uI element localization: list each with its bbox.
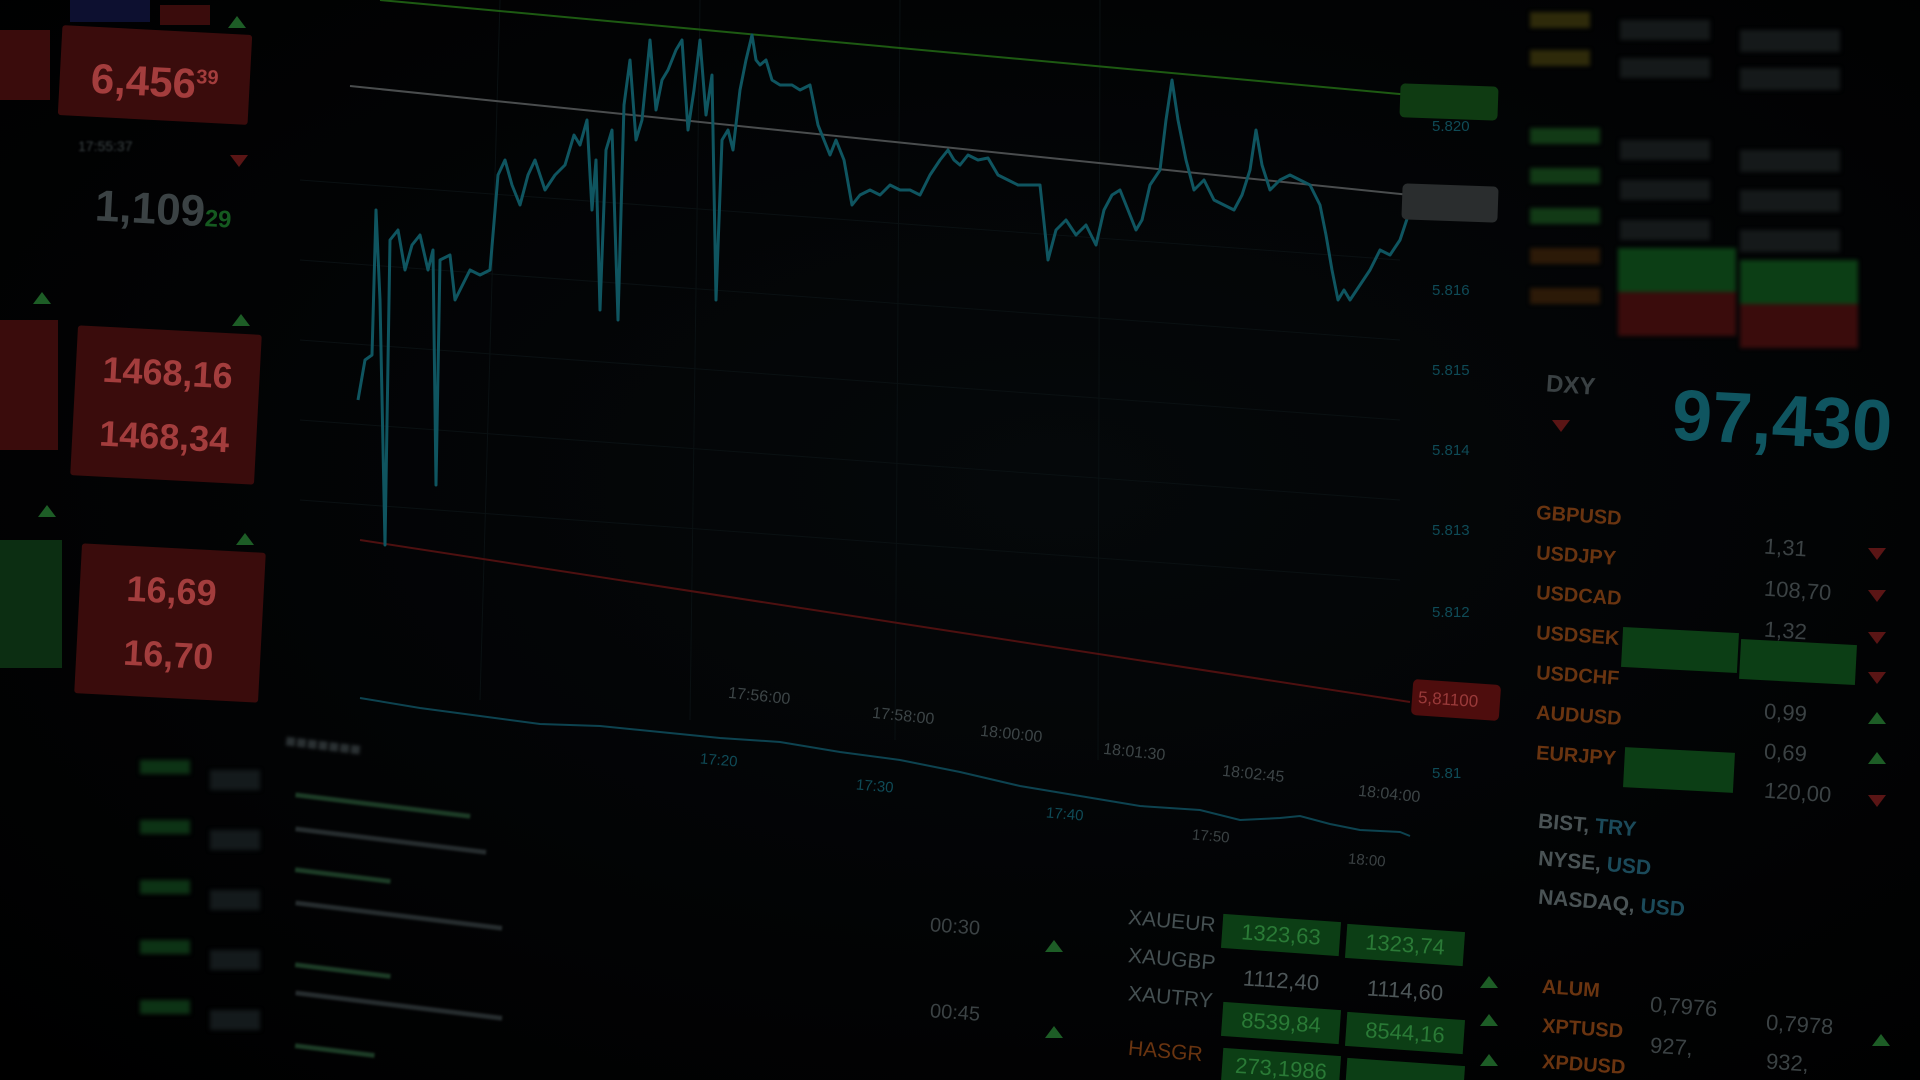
news-item: ▬▬▬▬▬▬▬▬▬▬▬	[294, 784, 472, 823]
axis-label: 5.812	[1432, 604, 1470, 621]
time-label: 00:30	[929, 914, 981, 940]
blurred-top-rows	[1520, 0, 1920, 360]
commodity-symbol: ALUM	[1541, 976, 1601, 1002]
mini-tick: 17:40	[1045, 804, 1085, 825]
forex-value: 120,00	[1763, 777, 1833, 808]
up-arrow-icon	[38, 505, 56, 517]
up-arrow-icon	[1872, 1034, 1890, 1046]
news-header: ■■■■■■■	[284, 730, 363, 760]
news-item: ▬▬▬▬▬▬▬▬▬▬▬▬	[294, 818, 488, 859]
forex-symbol: USDJPY	[1535, 542, 1617, 570]
resistance-tag-bg	[1401, 183, 1499, 223]
news-feed: ■■■■■■■ ▬▬▬▬▬▬▬▬▬▬▬ ▬▬▬▬▬▬▬▬▬▬▬▬ ▬▬▬▬▬▬ …	[284, 730, 665, 1080]
exchange-currency: USD	[1605, 853, 1653, 880]
mini-tick: 17:20	[699, 750, 739, 771]
commodity-symbol: XPTUSD	[1541, 1015, 1624, 1043]
news-item: ▬▬▬▬▬	[294, 1035, 376, 1062]
resistance-line	[349, 85, 1411, 196]
exchange-row: BIST, TRY	[1537, 810, 1637, 842]
news-item: ▬▬▬▬▬▬	[294, 954, 392, 983]
exchange-name: BIST,	[1537, 809, 1591, 838]
lower-band-line	[359, 539, 1411, 703]
axis-label: 5.816	[1432, 282, 1470, 299]
down-arrow-icon	[1868, 632, 1886, 644]
forex-symbol: AUDUSD	[1535, 702, 1623, 730]
upper-trend-line	[379, 0, 1411, 96]
overview-line	[359, 697, 1411, 837]
axis-label: 5.815	[1432, 362, 1470, 379]
forex-value: 108,70	[1763, 575, 1833, 606]
forex-symbol: USDCAD	[1535, 582, 1623, 610]
up-arrow-icon	[1045, 940, 1063, 952]
up-arrow-icon	[1480, 976, 1498, 988]
dxy-label: DXY	[1545, 370, 1597, 401]
header-badge-red	[160, 5, 210, 25]
up-arrow-icon	[228, 16, 246, 28]
up-arrow-icon	[1480, 1014, 1498, 1026]
exchange-currency: USD	[1639, 894, 1686, 922]
axis-label: 5.814	[1432, 442, 1470, 459]
news-item: ▬▬▬▬▬▬▬▬▬▬▬▬▬	[294, 982, 504, 1025]
green-price-box-edge	[0, 540, 62, 668]
forex-symbol: EURJPY	[1535, 742, 1617, 770]
axis-label: 5.820	[1432, 118, 1470, 135]
up-arrow-icon	[236, 533, 254, 545]
commodity-ask: 932,	[1765, 1048, 1810, 1077]
exchange-name: NASDAQ,	[1537, 885, 1636, 917]
chart-grid	[299, 0, 1401, 761]
dxy-value: 97,430	[1670, 375, 1895, 467]
commodity-ask: 0,7978	[1765, 1009, 1835, 1040]
forex-highlight	[1623, 747, 1735, 793]
axis-label: 5.81	[1432, 765, 1462, 782]
right-quote-panel: DXY 97,430 GBPUSD USDJPY USDCAD USDSEK U…	[1520, 0, 1920, 1080]
forex-value: 1,31	[1763, 533, 1808, 562]
down-arrow-icon	[230, 155, 248, 167]
red-price-box-edge	[0, 320, 58, 450]
news-item: ▬▬▬▬▬▬▬▬▬▬▬▬▬	[294, 892, 504, 935]
forex-highlight	[1621, 626, 1739, 674]
price-line	[356, 33, 1412, 547]
down-arrow-icon	[1868, 590, 1886, 602]
commodity-bid: 0,7976	[1649, 991, 1719, 1022]
forex-value: 0,69	[1763, 738, 1808, 767]
down-arrow-icon	[1868, 672, 1886, 684]
forex-symbol: USDSEK	[1535, 622, 1621, 650]
forex-value: 0,99	[1763, 698, 1808, 727]
forex-symbol: USDCHF	[1535, 662, 1621, 690]
axis-label: 5.813	[1432, 522, 1470, 539]
exchange-row: NASDAQ, USD	[1537, 885, 1686, 923]
news-item: ▬▬▬▬▬▬	[294, 859, 392, 888]
down-arrow-icon	[1868, 548, 1886, 560]
exchange-currency: TRY	[1594, 814, 1638, 842]
up-arrow-icon	[1868, 752, 1886, 764]
mini-tick: 18:00	[1347, 850, 1387, 871]
up-arrow-icon	[1045, 1026, 1063, 1038]
up-arrow-icon	[33, 292, 51, 304]
exchange-row: NYSE, USD	[1537, 847, 1652, 881]
up-arrow-icon	[1868, 712, 1886, 724]
time-label: 00:45	[929, 1000, 981, 1026]
commodity-symbol: XPDUSD	[1541, 1051, 1627, 1079]
down-arrow-icon	[1552, 420, 1570, 432]
last-price-tag: 5,81100	[1417, 687, 1479, 712]
header-badge	[70, 0, 150, 22]
red-price-box-edge	[0, 30, 50, 100]
small-timestamp: 17:55:37	[78, 138, 133, 154]
up-arrow-icon	[1480, 1054, 1498, 1066]
forex-symbol: GBPUSD	[1535, 502, 1623, 530]
upper-tag-bg	[1399, 83, 1499, 121]
mini-tick: 17:30	[855, 776, 895, 797]
last-price-tag-bg	[1411, 679, 1501, 721]
left-quote-panel: 6,45639 17:55:37 1,10929 1468,16 1468,34…	[0, 0, 270, 1080]
commodity-bid: 927,	[1649, 1032, 1694, 1061]
exchange-name: NYSE,	[1537, 847, 1603, 876]
forex-highlight	[1739, 638, 1857, 686]
down-arrow-icon	[1868, 795, 1886, 807]
mini-tick: 17:50	[1191, 826, 1231, 847]
up-arrow-icon	[232, 314, 250, 326]
blurred-quote-list	[100, 760, 270, 1060]
